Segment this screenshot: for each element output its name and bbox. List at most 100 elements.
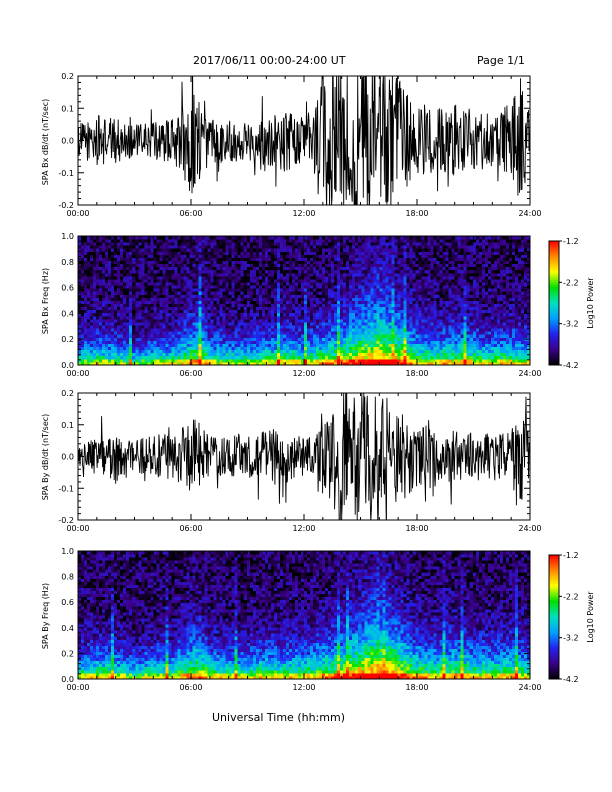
- heatmap-cell: [189, 315, 193, 320]
- heatmap-cell: [228, 309, 233, 314]
- heatmap-cell: [267, 306, 272, 311]
- heatmap-cell: [340, 337, 344, 341]
- heatmap-cell: [382, 312, 386, 317]
- heatmap-cell: [96, 260, 100, 265]
- heatmap-cell: [267, 239, 272, 243]
- heatmap-cell: [361, 340, 365, 344]
- heatmap-cell: [201, 349, 205, 354]
- heatmap-cell: [255, 355, 260, 360]
- heatmap-cell: [120, 306, 124, 311]
- heatmap-cell: [213, 245, 218, 249]
- heatmap-cell: [138, 352, 142, 357]
- heatmap-cell: [282, 275, 287, 280]
- heatmap-cell: [403, 260, 407, 265]
- heatmap-cell: [81, 340, 85, 344]
- heatmap-cell: [385, 322, 389, 326]
- heatmap-cell: [132, 282, 136, 286]
- heatmap-cell: [84, 248, 88, 252]
- heatmap-cell: [349, 263, 353, 268]
- heatmap-cell: [267, 269, 272, 274]
- heatmap-cell: [162, 266, 166, 271]
- heatmap-cell: [400, 285, 404, 289]
- heatmap-cell: [397, 309, 401, 314]
- heatmap-cell: [243, 257, 248, 261]
- heatmap-cell: [156, 343, 160, 347]
- heatmap-cell: [201, 328, 205, 332]
- heatmap-cell: [177, 285, 181, 289]
- heatmap-cell: [159, 328, 163, 332]
- heatmap-cell: [102, 340, 106, 344]
- heatmap-cell: [409, 349, 413, 354]
- heatmap-cell: [285, 325, 290, 329]
- heatmap-cell: [168, 318, 172, 323]
- heatmap-cell: [279, 288, 284, 292]
- heatmap-cell: [322, 346, 326, 351]
- heatmap-cell: [141, 242, 145, 246]
- heatmap-cell: [219, 349, 224, 354]
- heatmap-cell: [141, 263, 145, 268]
- heatmap-cell: [243, 337, 248, 341]
- heatmap-cell: [261, 269, 266, 274]
- heatmap-cell: [427, 340, 431, 344]
- heatmap-cell: [87, 328, 91, 332]
- heatmap-cell: [391, 272, 395, 277]
- heatmap-cell: [297, 272, 302, 277]
- heatmap-cell: [385, 263, 389, 268]
- heatmap-cell: [313, 309, 317, 314]
- heatmap-cell: [409, 291, 413, 295]
- heatmap-cell: [261, 251, 266, 255]
- heatmap-cell: [216, 263, 221, 268]
- heatmap-cell: [216, 297, 221, 301]
- heatmap-cell: [288, 312, 293, 317]
- heatmap-cell: [213, 294, 218, 298]
- heatmap-cell: [322, 239, 326, 243]
- heatmap-cell: [361, 245, 365, 249]
- heatmap-cell: [252, 340, 257, 344]
- heatmap-cell: [337, 254, 341, 258]
- heatmap-cell: [382, 260, 386, 265]
- heatmap-cell: [337, 346, 341, 351]
- heatmap-cell: [84, 236, 88, 240]
- heatmap-cell: [210, 358, 214, 363]
- heatmap-cell: [361, 300, 365, 304]
- heatmap-cell: [84, 294, 88, 298]
- heatmap-cell: [135, 245, 139, 249]
- heatmap-cell: [90, 279, 94, 283]
- heatmap-cell: [240, 266, 245, 271]
- heatmap-cell: [373, 306, 377, 311]
- heatmap-cell: [132, 297, 136, 301]
- heatmap-cell: [222, 315, 227, 320]
- heatmap-cell: [174, 346, 178, 351]
- heatmap-cell: [162, 309, 166, 314]
- heatmap-cell: [165, 266, 169, 271]
- heatmap-cell: [96, 322, 100, 326]
- heatmap-cell: [294, 322, 299, 326]
- heatmap-cell: [331, 303, 335, 308]
- heatmap-cell: [249, 309, 254, 314]
- heatmap-cell: [147, 340, 151, 344]
- heatmap-cell: [328, 248, 332, 252]
- heatmap-cell: [388, 315, 392, 320]
- heatmap-cell: [120, 315, 124, 320]
- heatmap-cell: [138, 275, 142, 280]
- heatmap-cell: [346, 263, 350, 268]
- heatmap-cell: [114, 322, 118, 326]
- heatmap-cell: [87, 242, 91, 246]
- heatmap-cell: [222, 291, 227, 295]
- heatmap-cell: [201, 269, 205, 274]
- heatmap-cell: [144, 346, 148, 351]
- heatmap-cell: [367, 309, 371, 314]
- heatmap-cell: [279, 248, 284, 252]
- heatmap-cell: [105, 318, 109, 323]
- heatmap-cell: [195, 355, 199, 360]
- heatmap-cell: [373, 254, 377, 258]
- heatmap-cell: [102, 269, 106, 274]
- heatmap-cell: [249, 291, 254, 295]
- heatmap-cell: [225, 285, 230, 289]
- heatmap-cell: [132, 260, 136, 265]
- heatmap-cell: [207, 352, 211, 357]
- heatmap-cell: [156, 337, 160, 341]
- heatmap-cell: [310, 257, 314, 261]
- heatmap-cell: [334, 279, 338, 283]
- heatmap-cell: [267, 328, 272, 332]
